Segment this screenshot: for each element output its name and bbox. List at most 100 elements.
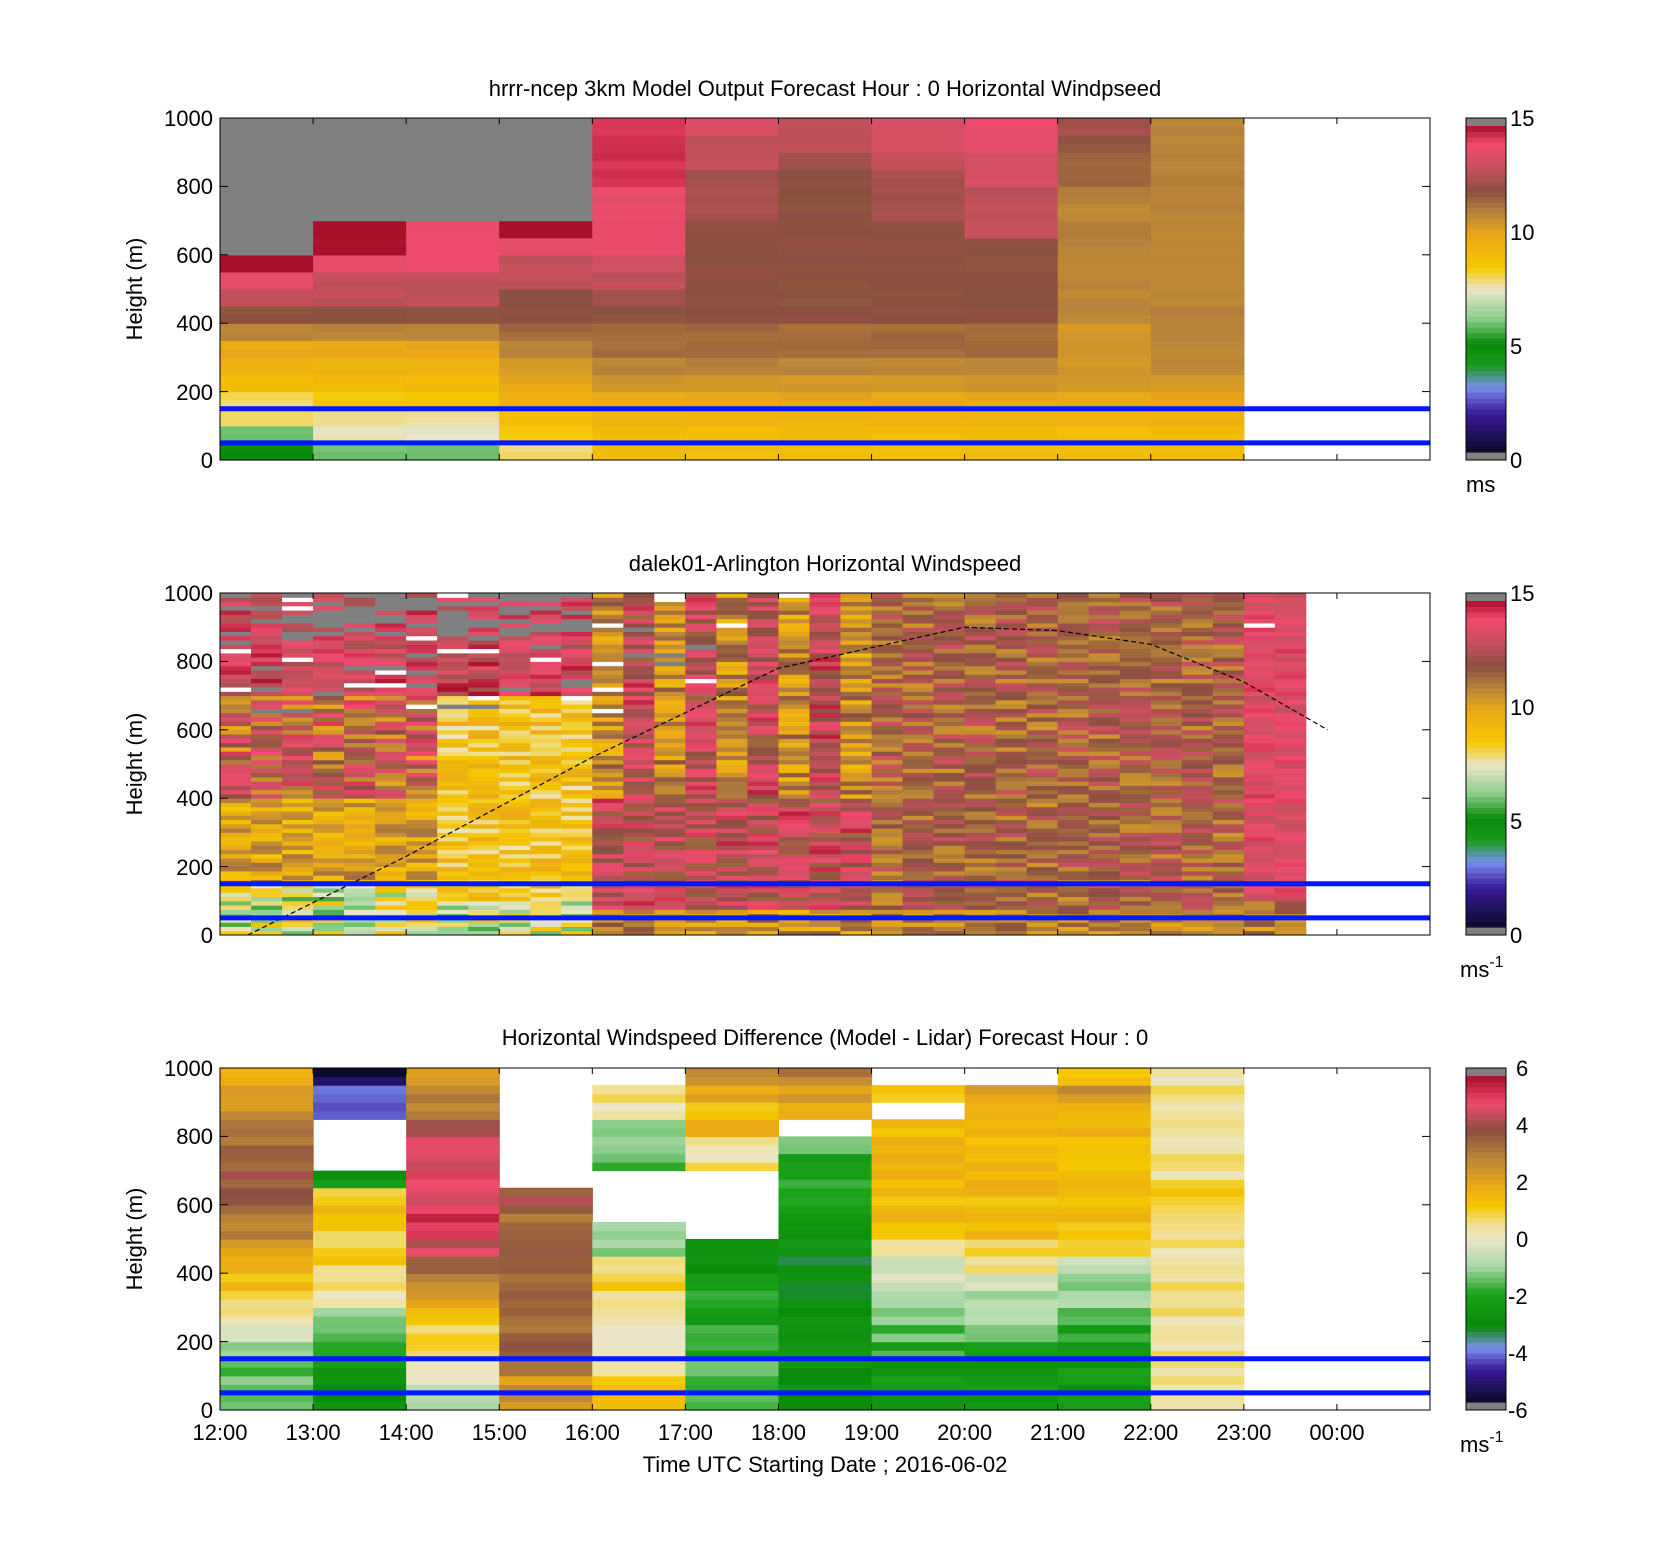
heatmap-cell <box>716 845 748 851</box>
heatmap-cell <box>313 1247 407 1257</box>
heatmap-cell <box>592 729 624 735</box>
heatmap-cell <box>747 798 779 803</box>
heatmap-cell <box>902 836 934 842</box>
heatmap-cell <box>716 819 748 825</box>
heatmap-cell <box>623 644 655 650</box>
heatmap-cell <box>685 652 717 658</box>
heatmap-cell <box>1181 669 1214 675</box>
heatmap-cell <box>220 417 314 427</box>
heatmap-cell <box>871 862 903 868</box>
heatmap-cell <box>1057 605 1090 611</box>
heatmap-cell <box>499 909 531 915</box>
heatmap-cell <box>685 635 717 641</box>
heatmap-cell <box>313 593 345 598</box>
heatmap-cell <box>623 708 655 714</box>
x-tick-label: 20:00 <box>937 1420 992 1445</box>
heatmap-cell <box>313 126 407 136</box>
heatmap-cell <box>902 858 934 863</box>
heatmap-cell <box>499 1307 593 1317</box>
heatmap-cell <box>282 665 314 671</box>
heatmap-cell <box>747 828 779 833</box>
heatmap-cell <box>809 610 841 615</box>
heatmap-cell <box>871 1162 966 1172</box>
heatmap-cell <box>313 194 407 205</box>
heatmap-cell <box>1026 785 1059 791</box>
heatmap-cell <box>995 793 1028 799</box>
heatmap-cell <box>778 870 810 876</box>
heatmap-cell <box>995 734 1028 739</box>
heatmap-cell <box>468 665 500 671</box>
heatmap-cell <box>313 734 345 739</box>
colorbar-segment <box>1466 872 1506 879</box>
heatmap-cell <box>871 866 903 872</box>
heatmap-cell <box>1088 789 1121 795</box>
heatmap-cell <box>1150 1221 1245 1232</box>
heatmap-cell <box>1274 712 1307 718</box>
heatmap-cell <box>871 177 966 187</box>
heatmap-cell <box>468 909 500 915</box>
heatmap-cell <box>561 661 593 667</box>
panel-lidar-title: dalek01-Arlington Horizontal Windspeed <box>629 551 1022 576</box>
heatmap-cell <box>1026 712 1059 718</box>
heatmap-cell <box>406 169 500 179</box>
heatmap-cell <box>1088 909 1121 915</box>
heatmap-cell <box>778 177 873 187</box>
colorbar-segment <box>1466 1369 1506 1376</box>
heatmap-cell <box>964 755 997 761</box>
heatmap-cell <box>251 691 283 697</box>
heatmap-cell <box>871 297 966 307</box>
heatmap-cell <box>964 203 1059 213</box>
heatmap-cell <box>809 734 841 739</box>
heatmap-cell <box>344 674 376 680</box>
heatmap-cell <box>685 280 780 290</box>
heatmap-cell <box>871 849 903 855</box>
colorbar-segment <box>1466 1222 1506 1229</box>
heatmap-cell <box>499 657 531 662</box>
heatmap-cell <box>1119 828 1152 833</box>
heatmap-cell <box>1150 815 1183 821</box>
heatmap-cell <box>809 682 841 688</box>
heatmap-cell <box>313 1093 407 1103</box>
heatmap-cell <box>902 648 934 654</box>
heatmap-cell <box>1057 126 1152 136</box>
heatmap-cell <box>561 922 593 927</box>
heatmap-cell <box>685 759 717 765</box>
heatmap-cell <box>1243 729 1276 735</box>
heatmap-cell <box>1119 870 1152 876</box>
heatmap-cell <box>1274 652 1307 658</box>
heatmap-cell <box>809 896 841 902</box>
heatmap-cell <box>1057 1144 1152 1155</box>
heatmap-cell <box>220 1307 314 1317</box>
heatmap-cell <box>1057 631 1090 637</box>
heatmap-cell <box>437 725 469 731</box>
heatmap-cell <box>1150 1290 1245 1300</box>
heatmap-cell <box>1057 926 1090 932</box>
heatmap-cell <box>1274 751 1307 756</box>
heatmap-cell <box>1119 896 1152 902</box>
heatmap-cell <box>344 682 376 688</box>
heatmap-cell <box>995 640 1028 645</box>
heatmap-cell <box>1150 819 1183 825</box>
heatmap-cell <box>747 695 779 701</box>
heatmap-cell <box>685 648 717 654</box>
heatmap-cell <box>1150 622 1183 628</box>
heatmap-cell <box>1026 768 1059 774</box>
heatmap-cell <box>344 734 376 739</box>
heatmap-cell <box>1026 905 1059 910</box>
colorbar-segment <box>1466 628 1506 635</box>
heatmap-cell <box>282 875 314 880</box>
heatmap-cell <box>778 263 873 273</box>
heatmap-cell <box>1026 665 1059 671</box>
heatmap-cell <box>1150 126 1245 136</box>
heatmap-cell <box>220 254 314 264</box>
colorbar-tick-label: 5 <box>1510 334 1522 359</box>
heatmap-cell <box>778 186 873 196</box>
heatmap-cell <box>1243 699 1276 705</box>
heatmap-cell <box>1150 1153 1245 1163</box>
heatmap-cell <box>1119 738 1152 744</box>
heatmap-cell <box>1088 661 1121 667</box>
heatmap-cell <box>251 772 283 778</box>
heatmap-cell <box>964 374 1059 384</box>
heatmap-cell <box>809 892 841 898</box>
heatmap-cell <box>871 374 966 384</box>
